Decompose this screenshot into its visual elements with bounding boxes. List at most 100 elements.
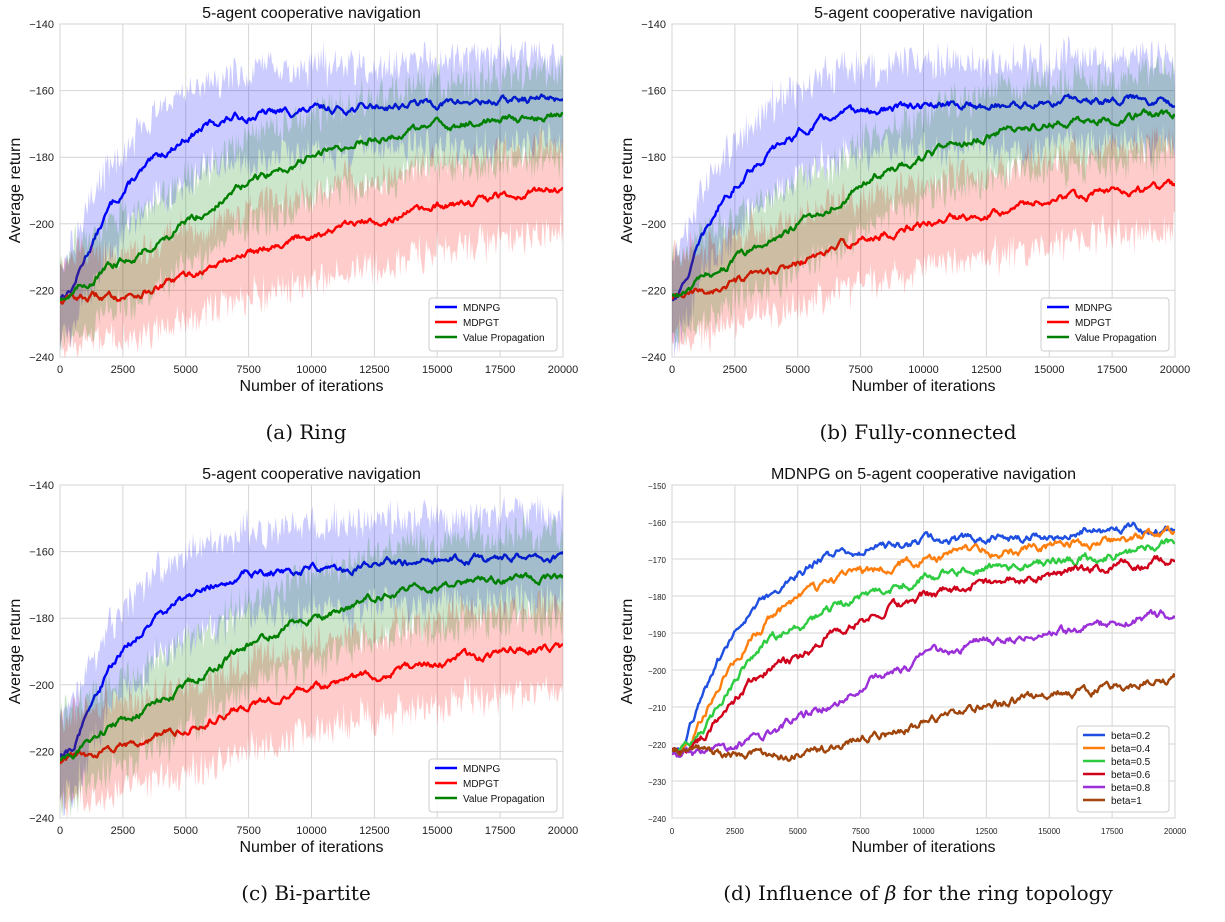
y-tick-label: −140 — [641, 19, 666, 31]
chart-title: 5-agent cooperative navigation — [814, 5, 1033, 22]
series-line — [672, 609, 1175, 758]
confidence-band — [60, 586, 563, 818]
confidence-band — [672, 52, 1175, 351]
chart-c: 0 2500 5000 7500 10000 12500 15000 17500 20000 −2… — [7, 466, 578, 856]
y-tick-label: −240 — [648, 815, 667, 824]
x-tick-label: 12500 — [359, 364, 390, 376]
x-tick-label: 10000 — [912, 827, 935, 836]
y-tick-label: −180 — [641, 152, 666, 164]
panel-c: 0 2500 5000 7500 10000 12500 15000 17500 20000 −2… — [0, 461, 612, 922]
y-axis-label: Average return — [619, 599, 636, 705]
y-tick-label: −240 — [29, 352, 54, 364]
y-tick-label: −200 — [29, 219, 54, 231]
series-line — [672, 521, 1175, 754]
x-tick-label: 2500 — [111, 825, 135, 837]
series-line — [672, 555, 1175, 755]
y-tick-label: −160 — [648, 519, 667, 528]
legend-label: beta=0.6 — [1111, 770, 1151, 781]
legend-label: MDNPG — [463, 764, 500, 775]
chart-d: 0 2500 5000 7500 10000 12500 15000 17500 20000 −2… — [619, 466, 1187, 856]
y-tick-label: −220 — [29, 285, 54, 297]
legend-label: Value Propagation — [463, 794, 545, 805]
legend-label: MDNPG — [1075, 303, 1112, 314]
y-tick-label: −160 — [29, 547, 54, 559]
panel-a: 0 2500 5000 7500 10000 12500 15000 17500 20000 −2… — [0, 0, 612, 461]
x-tick-label: 20000 — [1160, 364, 1191, 376]
y-tick-label: −220 — [641, 285, 666, 297]
series-line — [60, 93, 563, 300]
x-tick-label: 7500 — [236, 825, 260, 837]
y-tick-label: −210 — [648, 704, 667, 713]
legend-box — [428, 297, 558, 352]
confidence-band — [60, 125, 563, 357]
x-tick-label: 2500 — [723, 364, 747, 376]
caption-d-prefix: (d) Influence of — [723, 881, 885, 905]
legend: MDNPG MDPGT Value Propagation — [428, 758, 558, 813]
x-tick-label: 10000 — [296, 825, 327, 837]
caption-c: (c) Bi-partite — [241, 881, 371, 905]
legend-label: MDPGT — [1075, 318, 1111, 329]
chart-b: 0 2500 5000 7500 10000 12500 15000 17500 20000 −2… — [619, 5, 1191, 395]
x-tick-label: 2500 — [111, 364, 135, 376]
series-line — [60, 111, 563, 302]
x-tick-label: 15000 — [1034, 364, 1065, 376]
legend-box — [1040, 297, 1170, 352]
confidence-band — [60, 52, 563, 353]
x-tick-label: 17500 — [1097, 364, 1128, 376]
x-tick-label: 0 — [57, 364, 63, 376]
x-tick-label: 5000 — [174, 364, 198, 376]
legend: beta=0.2 beta=0.4 beta=0.5 beta=0.6 beta=0.8… — [1076, 725, 1170, 813]
series-line — [672, 525, 1175, 756]
x-tick-label: 10000 — [908, 364, 939, 376]
x-tick-label: 12500 — [971, 364, 1002, 376]
caption-d-beta-symbol: β — [884, 881, 897, 905]
y-axis-label: Average return — [619, 138, 636, 244]
x-tick-label: 12500 — [359, 825, 390, 837]
x-tick-label: 7500 — [852, 827, 870, 836]
chart-title: 5-agent cooperative navigation — [202, 466, 421, 483]
y-tick-label: −240 — [29, 813, 54, 825]
y-tick-label: −180 — [29, 613, 54, 625]
y-axis-label: Average return — [7, 138, 24, 244]
series-group — [60, 32, 563, 357]
x-tick-label: 7500 — [236, 364, 260, 376]
x-tick-label: 17500 — [485, 364, 516, 376]
x-tick-label: 7500 — [848, 364, 872, 376]
y-tick-label: −160 — [641, 86, 666, 98]
caption-a: (a) Ring — [265, 420, 347, 444]
x-tick-label: 17500 — [485, 825, 516, 837]
legend-label: MDPGT — [463, 318, 499, 329]
x-tick-label: 10000 — [296, 364, 327, 376]
chart-title: MDNPG on 5-agent cooperative navigation — [771, 466, 1076, 483]
x-tick-label: 0 — [669, 364, 675, 376]
series-line — [60, 572, 563, 762]
y-tick-label: −240 — [641, 352, 666, 364]
y-tick-label: −160 — [29, 86, 54, 98]
chart-title: 5-agent cooperative navigation — [202, 5, 421, 22]
x-tick-label: 0 — [57, 825, 63, 837]
legend-label: beta=1 — [1111, 796, 1142, 807]
caption-d: (d) Influence of β for the ring topology — [612, 881, 1224, 905]
x-tick-label: 5000 — [174, 825, 198, 837]
legend-label: Value Propagation — [463, 333, 545, 344]
y-tick-label: −200 — [648, 667, 667, 676]
x-tick-label: 17500 — [1101, 827, 1124, 836]
series-line — [60, 642, 563, 765]
x-tick-label: 15000 — [422, 364, 453, 376]
y-tick-label: −170 — [648, 556, 667, 565]
x-tick-label: 15000 — [1038, 827, 1061, 836]
x-axis-label: Number of iterations — [851, 839, 995, 856]
x-axis-label: Number of iterations — [239, 839, 383, 856]
y-tick-label: −140 — [29, 480, 54, 492]
x-axis-label: Number of iterations — [851, 378, 995, 395]
series-line — [60, 550, 563, 758]
x-axis-label: Number of iterations — [239, 378, 383, 395]
x-tick-label: 15000 — [422, 825, 453, 837]
legend-label: MDNPG — [463, 303, 500, 314]
series-line — [672, 108, 1175, 298]
series-group — [60, 489, 563, 818]
legend-label: beta=0.8 — [1111, 783, 1151, 794]
x-tick-label: 5000 — [786, 364, 810, 376]
y-tick-label: −220 — [648, 741, 667, 750]
y-tick-label: −230 — [648, 778, 667, 787]
